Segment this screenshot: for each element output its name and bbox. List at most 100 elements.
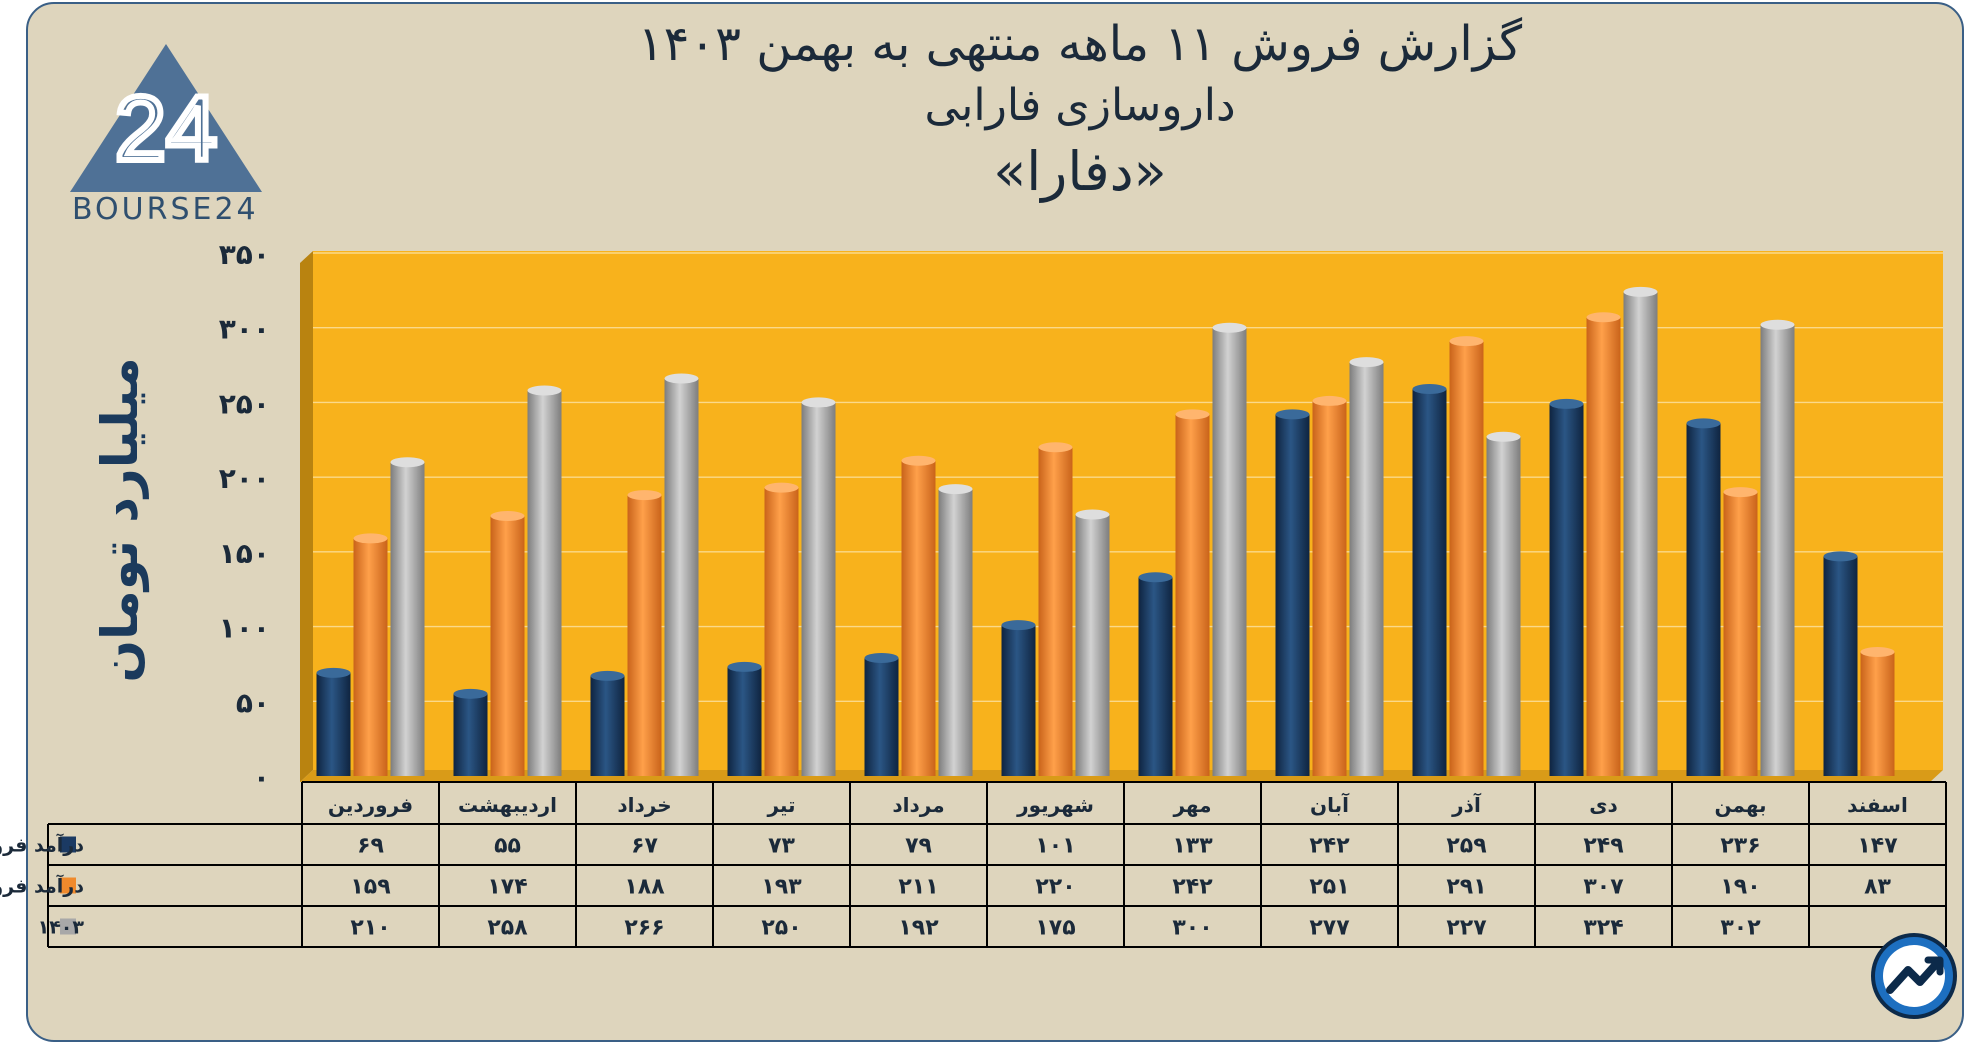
bar-3-5 (938, 489, 973, 776)
legend-label: درآمد فروش سال ۱۴۰۲ (0, 874, 84, 898)
data-label: ۱۹۲ (898, 916, 939, 941)
company-name: داروسازی فارابی (924, 80, 1236, 131)
data-label: ۲۳۶ (1720, 834, 1760, 859)
data-label: ۲۲۰ (1035, 875, 1075, 900)
bar-cap (901, 455, 936, 466)
brand-name: BOURSE24 (72, 192, 259, 227)
bar-3-4 (801, 402, 836, 776)
bar-cap (353, 533, 388, 544)
bar-2-3 (627, 495, 662, 776)
bar-1-5 (864, 657, 899, 776)
bourse24-logo: 24 (70, 44, 262, 192)
bar-2-10 (1586, 317, 1621, 776)
bar-cap (1312, 395, 1347, 406)
bar-cap (527, 385, 562, 396)
bar-1-11 (1686, 423, 1721, 776)
bar-1-1 (316, 672, 351, 776)
bar-1-8 (1275, 414, 1310, 776)
bar-cap (1212, 322, 1247, 333)
bar-1-4 (727, 666, 762, 776)
data-label: ۲۵۸ (487, 916, 528, 941)
bar-3-7 (1212, 327, 1247, 776)
category-label: اردیبهشت (458, 793, 557, 817)
data-label: ۶۹ (357, 834, 384, 859)
plot-floor (300, 770, 1943, 782)
logo-triangle (70, 44, 262, 192)
page-title: گزارش فروش ۱۱ ماهه منتهی به بهمن ۱۴۰۳ (637, 16, 1523, 72)
category-label: بهمن (1714, 793, 1766, 817)
bar-1-12 (1823, 556, 1858, 776)
category-label: خرداد (617, 793, 671, 817)
data-label: ۱۷۴ (487, 875, 527, 900)
category-label: آبان (1310, 792, 1350, 817)
bar-3-2 (527, 390, 562, 776)
bar-1-2 (453, 693, 488, 776)
bar-cap (390, 457, 425, 468)
category-label: دی (1589, 793, 1618, 817)
data-label: ۳۰۲ (1720, 916, 1761, 941)
y-tick-label: ۳۰۰ (219, 313, 270, 346)
bar-cap (1275, 409, 1310, 420)
bar-cap (1549, 398, 1584, 409)
bar-cap (727, 661, 762, 672)
bar-cap (1001, 620, 1036, 631)
legend-label: درآمد فروش سال ۱۴۰۱ (0, 833, 84, 857)
bar-cap (1623, 286, 1658, 297)
bar-3-9 (1486, 436, 1521, 776)
legend-swatch (60, 877, 76, 894)
data-label: ۳۰۷ (1583, 875, 1624, 900)
category-label: تیر (766, 793, 795, 817)
logo-number: 24 (115, 78, 217, 180)
bar-cap (453, 688, 488, 699)
bar-2-2 (490, 515, 525, 776)
trend-arrow-icon (1886, 958, 1942, 994)
bar-cap (316, 667, 351, 678)
data-label: ۲۶۶ (624, 916, 664, 941)
bar-cap (764, 482, 799, 493)
bar-2-6 (1038, 447, 1073, 776)
data-label: ۱۷۵ (1035, 916, 1075, 941)
data-label: ۳۲۴ (1583, 916, 1623, 941)
data-label: ۲۵۱ (1309, 875, 1349, 900)
bar-2-9 (1449, 341, 1484, 776)
bar-1-3 (590, 675, 625, 776)
bar-cap (590, 670, 625, 681)
data-label: ۷۹ (905, 834, 932, 859)
bar-cap (1686, 418, 1721, 429)
data-label: ۲۵۰ (761, 916, 801, 941)
data-label: ۲۴۲ (1309, 834, 1350, 859)
bar-cap (1823, 551, 1858, 562)
bar-cap (664, 373, 699, 384)
data-label: ۷۳ (768, 834, 795, 859)
bar-cap (801, 397, 836, 408)
data-label: ۲۵۹ (1446, 834, 1486, 859)
bar-cap (1723, 487, 1758, 498)
bar-3-3 (664, 378, 699, 776)
y-tick-label: ۱۰۰ (219, 612, 270, 645)
category-label: آذر (1451, 792, 1482, 817)
data-label: ۲۱۰ (350, 916, 390, 941)
data-label: ۵۵ (494, 834, 521, 859)
bar-cap (490, 510, 525, 521)
bar-3-1 (390, 462, 425, 776)
legend-swatch (60, 836, 76, 853)
data-label: ۶۷ (631, 834, 658, 859)
data-label: ۱۴۷ (1857, 834, 1898, 859)
bar-cap (1586, 312, 1621, 323)
data-label: ۱۹۰ (1720, 875, 1760, 900)
bar-cap (938, 484, 973, 495)
bar-cap (1760, 319, 1795, 330)
y-tick-label: ۲۵۰ (219, 387, 270, 420)
bar-cap (1175, 409, 1210, 420)
data-label: ۲۲۷ (1446, 916, 1487, 941)
data-label: ۱۹۳ (761, 875, 802, 900)
bar-cap (1349, 357, 1384, 368)
plot-area (313, 251, 1943, 770)
bar-2-11 (1723, 492, 1758, 776)
category-label: مرداد (892, 793, 944, 817)
arrow-head-icon (1924, 956, 1944, 976)
bar-cap (1075, 509, 1110, 520)
data-label: ۲۴۹ (1583, 834, 1623, 859)
bar-cap (1038, 442, 1073, 453)
data-label: ۱۵۹ (350, 875, 390, 900)
